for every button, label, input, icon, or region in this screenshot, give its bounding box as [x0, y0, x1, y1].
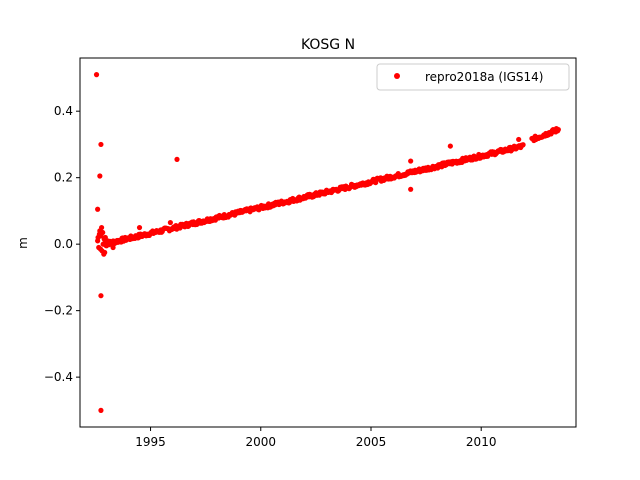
data-point: [95, 206, 101, 212]
y-tick-label: −0.4: [44, 370, 73, 384]
data-point: [98, 293, 104, 299]
data-point: [520, 142, 526, 148]
data-point: [102, 249, 108, 256]
data-point: [98, 407, 104, 413]
data-point: [408, 186, 414, 192]
data-point: [108, 239, 114, 246]
y-tick-label: 0.4: [54, 104, 73, 118]
data-points: [93, 72, 561, 413]
legend: repro2018a (IGS14): [376, 63, 570, 91]
x-axis: 1995 2000 2005 2010: [135, 427, 496, 449]
data-point: [110, 244, 116, 251]
y-tick-label: 0.0: [54, 237, 73, 251]
legend-label: repro2018a (IGS14): [425, 70, 543, 84]
data-point: [136, 224, 143, 231]
data-point: [174, 156, 180, 162]
y-tick-label: 0.2: [54, 171, 73, 185]
data-point: [100, 229, 106, 236]
y-axis: −0.4 −0.2 0.0 0.2 0.4: [44, 104, 80, 384]
data-point: [93, 72, 100, 78]
plot-frame: [79, 57, 577, 428]
x-tick-label: 2010: [466, 435, 497, 449]
data-point: [99, 224, 105, 231]
chart-title: KOSG N: [301, 37, 355, 53]
legend-marker: [394, 73, 400, 79]
data-point: [555, 126, 561, 133]
x-tick-label: 1995: [135, 435, 166, 449]
data-point: [97, 173, 103, 179]
x-tick-label: 2005: [356, 435, 387, 449]
data-point: [516, 136, 522, 143]
y-axis-label: m: [16, 237, 30, 249]
data-point: [98, 141, 104, 148]
x-tick-label: 2000: [245, 435, 276, 449]
data-point: [408, 158, 414, 164]
legend-box: [376, 63, 570, 91]
data-point: [167, 219, 173, 226]
y-tick-label: −0.2: [44, 304, 73, 318]
data-point: [447, 143, 453, 149]
